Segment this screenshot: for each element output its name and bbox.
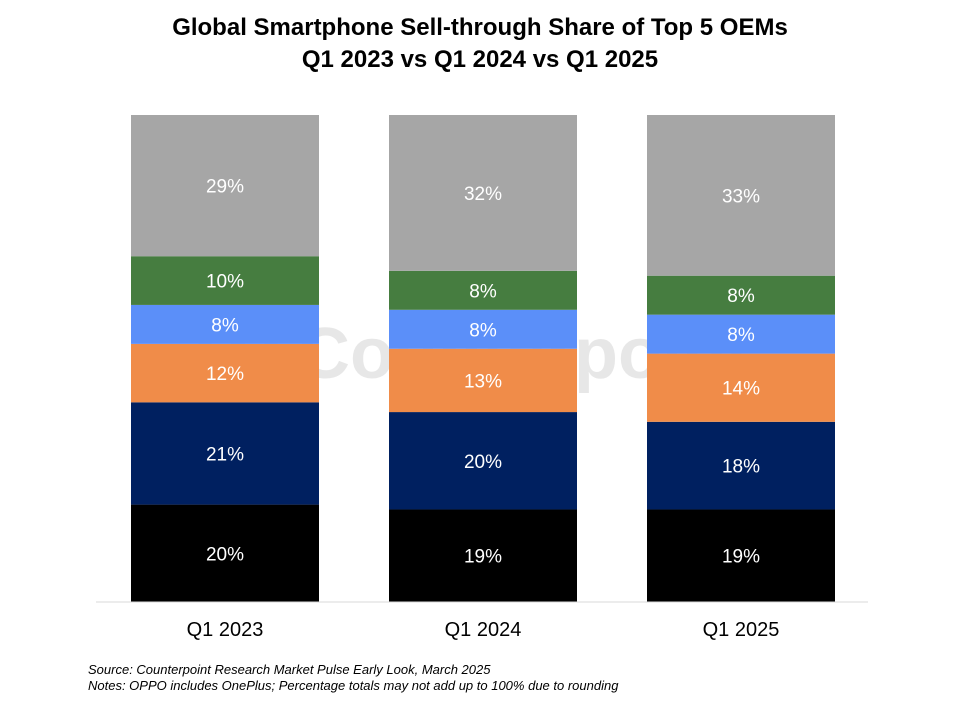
data-label: 8% <box>469 281 497 302</box>
data-label: 19% <box>722 547 760 568</box>
bar-segment <box>647 115 835 276</box>
bar-segment <box>389 115 577 271</box>
x-tick-label: Q1 2024 <box>445 619 522 641</box>
data-label: 8% <box>469 320 497 341</box>
bar-segment <box>131 304 319 344</box>
bar-segment <box>131 504 319 602</box>
bar-segment <box>389 348 577 413</box>
data-label: 8% <box>727 286 755 307</box>
notes-text: Notes: OPPO includes OnePlus; Percentage… <box>88 678 619 693</box>
bar-segment <box>647 314 835 354</box>
bar-segment <box>389 270 577 310</box>
source-note: Source: Counterpoint Research Market Pul… <box>88 662 491 677</box>
chart-title: Global Smartphone Sell-through Share of … <box>172 14 788 41</box>
data-label: 13% <box>464 371 502 392</box>
data-label: 14% <box>722 379 760 400</box>
bar-segment <box>647 353 835 422</box>
bar-segment <box>131 115 319 257</box>
data-label: 32% <box>464 184 502 205</box>
data-label: 20% <box>206 544 244 565</box>
data-label: 20% <box>464 452 502 473</box>
bar-segment <box>647 275 835 315</box>
bar-segment <box>131 402 319 505</box>
bars-group: 20% 21% 12% 8% 10% 29% 19% 20% 13% 8% 8% 32% 19% 18% 1… <box>131 115 835 602</box>
data-label: 19% <box>464 547 502 568</box>
data-label: 12% <box>206 364 244 385</box>
bar-segment <box>131 343 319 403</box>
data-label: 8% <box>727 325 755 346</box>
data-label: 8% <box>211 315 239 336</box>
bar-segment <box>647 509 835 602</box>
data-label: 33% <box>722 186 760 207</box>
bar-segment <box>647 421 835 510</box>
data-label: 10% <box>206 272 244 293</box>
data-label: 29% <box>206 177 244 198</box>
bar-segment <box>389 309 577 349</box>
bar-segment <box>389 412 577 510</box>
chart-subtitle: Q1 2023 vs Q1 2024 vs Q1 2025 <box>301 46 659 73</box>
x-axis-ticks: Q1 2023 Q1 2024 Q1 2025 <box>187 619 780 641</box>
bar-segment <box>131 256 319 305</box>
x-tick-label: Q1 2025 <box>703 619 780 641</box>
x-tick-label: Q1 2023 <box>187 619 264 641</box>
data-label: 21% <box>206 444 244 465</box>
bar-segment <box>389 509 577 602</box>
data-label: 18% <box>722 457 760 478</box>
